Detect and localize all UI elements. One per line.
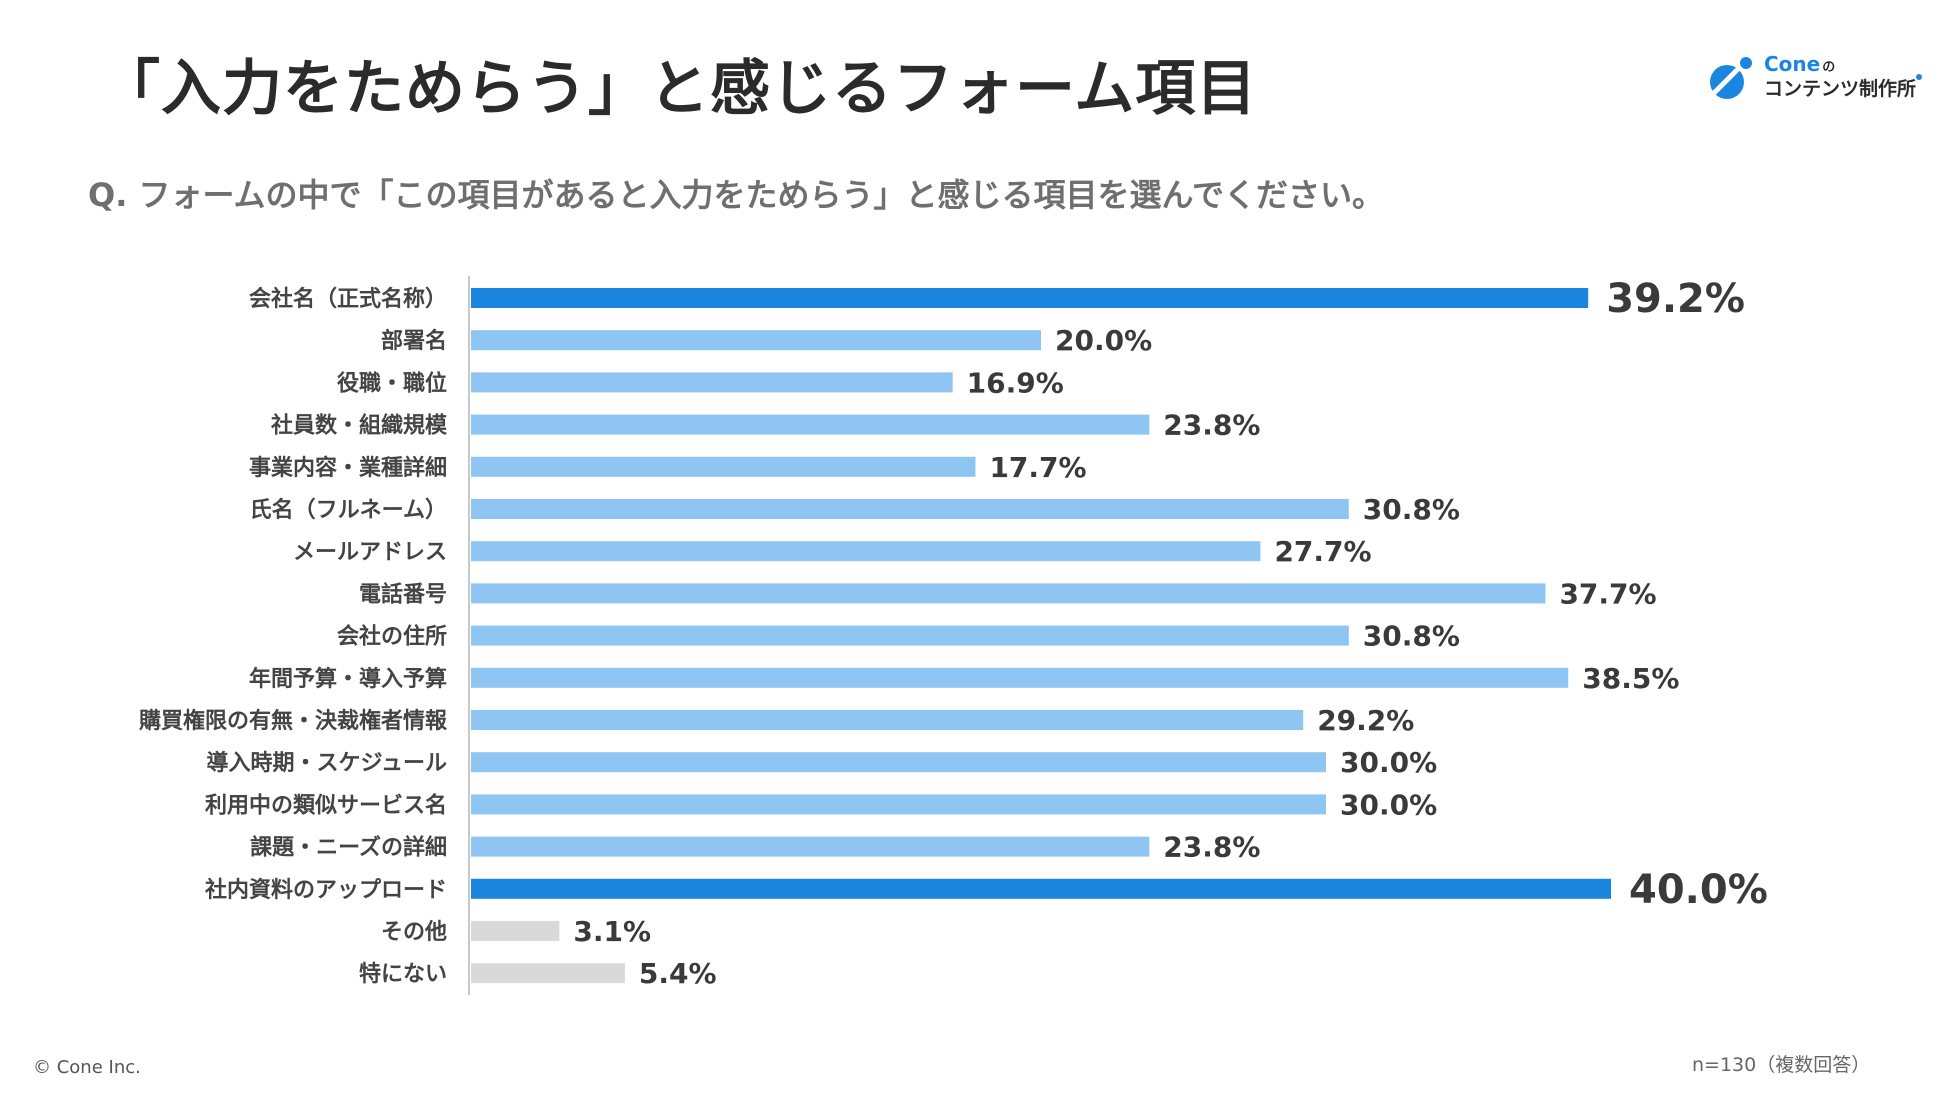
value-label: 30.8% — [1363, 493, 1460, 526]
logo-line1: Cone — [1764, 52, 1821, 76]
bar — [471, 921, 560, 941]
logo-line1-suffix: の — [1822, 60, 1836, 75]
brand-logo: Cone の コンテンツ制作所 — [1707, 52, 1937, 104]
value-label: 38.5% — [1582, 662, 1679, 695]
bar — [471, 288, 1589, 308]
category-label: 導入時期・スケジュール — [207, 750, 447, 776]
category-label: 社内資料のアップロード — [205, 877, 447, 903]
page-title: 「入力をためらう」と感じるフォーム項目 — [100, 54, 1258, 124]
logo-accent-dot — [1916, 74, 1922, 80]
bar — [471, 583, 1546, 604]
value-label: 23.8% — [1163, 831, 1260, 864]
category-label: 部署名 — [381, 328, 447, 354]
category-label: 社員数・組織規模 — [271, 413, 448, 439]
category-label: 購買権限の有無・決裁権者情報 — [139, 708, 448, 734]
bar — [471, 625, 1349, 646]
value-label: 30.8% — [1363, 620, 1460, 653]
bar — [471, 963, 625, 984]
value-label: 17.7% — [989, 451, 1086, 484]
category-label: 会社名（正式名称） — [249, 286, 447, 312]
value-label: 5.4% — [639, 957, 717, 990]
bar — [471, 836, 1150, 857]
category-label: 氏名（フルネーム） — [250, 497, 447, 523]
value-label: 27.7% — [1274, 535, 1371, 568]
category-label: 役職・職位 — [337, 370, 447, 396]
bar — [471, 372, 953, 393]
category-label: 課題・ニーズの詳細 — [250, 835, 447, 861]
category-label: 会社の住所 — [337, 624, 447, 650]
category-label: 年間予算・導入予算 — [249, 666, 447, 692]
bar — [471, 667, 1569, 688]
value-label: 20.0% — [1055, 324, 1152, 357]
value-label: 29.2% — [1317, 704, 1414, 737]
copyright: © Cone Inc. — [33, 1057, 141, 1078]
bar — [471, 541, 1261, 562]
category-label: 事業内容・業種詳細 — [249, 455, 447, 481]
sample-note: n=130（複数回答） — [1692, 1054, 1871, 1076]
value-label: 30.0% — [1340, 746, 1437, 779]
value-label: 37.7% — [1559, 577, 1656, 610]
category-label: 利用中の類似サービス名 — [205, 792, 447, 818]
category-label: メールアドレス — [293, 540, 447, 565]
logo-line2: コンテンツ制作所 — [1764, 78, 1917, 100]
value-label: 16.9% — [967, 366, 1064, 399]
value-label: 23.8% — [1163, 409, 1260, 442]
bar — [471, 499, 1349, 519]
cone-logo-icon — [1710, 57, 1752, 99]
bar — [471, 878, 1611, 899]
survey-question: Q. フォームの中で「この項目があると入力をためらう」と感じる項目を選んでくださ… — [88, 176, 1384, 214]
bar — [471, 330, 1041, 351]
bar — [471, 414, 1150, 435]
category-label: その他 — [381, 920, 447, 945]
bar — [471, 710, 1304, 730]
value-label: 40.0% — [1629, 867, 1768, 913]
value-label: 30.0% — [1340, 788, 1437, 821]
bar — [471, 794, 1326, 815]
bar — [471, 752, 1326, 773]
value-label: 3.1% — [573, 915, 651, 948]
value-label: 39.2% — [1606, 276, 1745, 322]
bar — [471, 456, 976, 477]
category-label: 特にない — [359, 961, 447, 987]
category-label: 電話番号 — [359, 581, 447, 607]
logo-name: Cone の — [1764, 52, 1835, 76]
